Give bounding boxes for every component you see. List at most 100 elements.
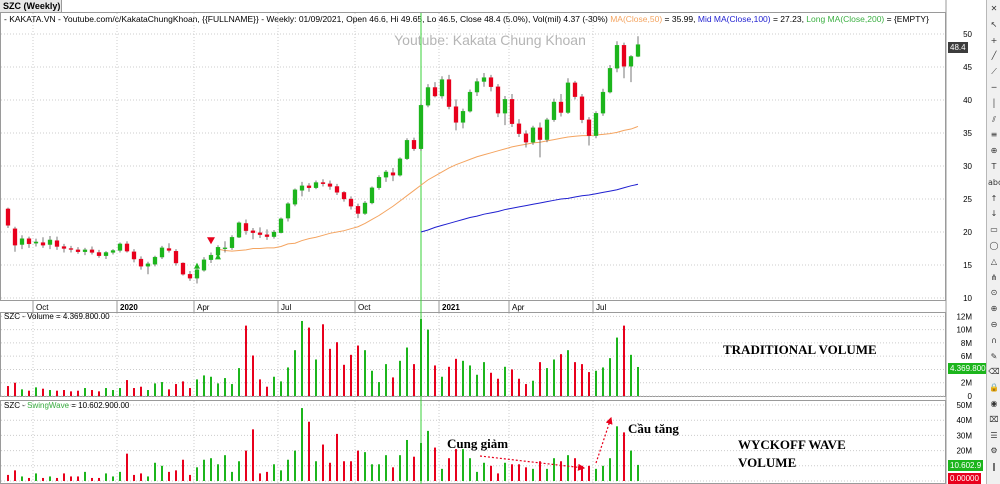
swing-wave-bar xyxy=(287,459,289,481)
volume-bar xyxy=(259,379,261,396)
candle-body xyxy=(509,99,515,124)
candle-body xyxy=(502,99,508,114)
volume-bar xyxy=(14,382,16,396)
volume-bar xyxy=(399,360,401,396)
rectangle-icon[interactable]: ▭ xyxy=(990,225,998,235)
wyckoff-wave-label-line1: WYCKOFF WAVE xyxy=(738,437,846,452)
crosshair-icon[interactable]: + xyxy=(990,35,998,45)
swing-wave-bar xyxy=(616,426,618,481)
close-icon[interactable]: ✕ xyxy=(990,4,998,13)
candle-body xyxy=(334,186,340,193)
wave-tick-label: 50M xyxy=(956,401,972,410)
swing-wave-bar xyxy=(280,470,282,481)
swing-wave-bar xyxy=(56,477,58,481)
volume-bar xyxy=(553,359,555,396)
swing-wave-bar xyxy=(539,461,541,481)
ellipse-icon[interactable]: ◯ xyxy=(989,241,999,250)
swing-wave-bar xyxy=(203,459,205,481)
volume-tick-label: 10M xyxy=(956,326,972,335)
text-icon[interactable]: T xyxy=(991,162,997,171)
candle-body xyxy=(250,230,256,233)
volume-bar xyxy=(273,376,275,396)
triangle-icon[interactable]: △ xyxy=(990,256,998,266)
swing-wave-bar xyxy=(294,450,296,481)
volume-bar xyxy=(581,364,583,396)
candle-body xyxy=(299,185,305,191)
time-tick-label: 2021 xyxy=(442,303,460,312)
volume-bar xyxy=(168,389,170,396)
candle-body xyxy=(208,254,214,260)
swing-wave-bar xyxy=(77,476,79,481)
swing-wave-bar xyxy=(126,453,128,481)
wave-tick-label: 20M xyxy=(956,447,972,456)
settings-icon[interactable]: ⚙ xyxy=(990,446,998,456)
candle-body xyxy=(453,106,459,123)
abc-icon[interactable]: abc xyxy=(988,177,1000,187)
swing-wave-bar xyxy=(553,458,555,481)
volume-panel-title: SZC - Volume = 4.369.800.00 xyxy=(4,312,110,321)
hline-icon[interactable]: ─ xyxy=(991,83,997,92)
wave-panel-title: SZC - SwingWave = 10.602.900.00 xyxy=(4,401,130,410)
demand-arrow xyxy=(595,416,613,464)
zoom-out-icon[interactable]: ⊖ xyxy=(990,320,998,329)
swing-wave-bar xyxy=(378,464,380,481)
trash-icon[interactable]: ⌧ xyxy=(989,414,999,424)
volume-bar xyxy=(294,350,296,396)
volume-bar xyxy=(147,390,149,396)
swing-wave-bar xyxy=(546,468,548,481)
layers-icon[interactable]: ☰ xyxy=(990,430,998,440)
candle-body xyxy=(257,232,263,235)
candle-body xyxy=(628,56,634,67)
channel-icon[interactable]: ⫽ xyxy=(992,114,996,124)
swing-wave-bar xyxy=(63,473,65,481)
candle-body xyxy=(96,252,102,256)
cycle-icon[interactable]: ⊙ xyxy=(990,288,998,298)
eraser-icon[interactable]: ⌫ xyxy=(988,367,1000,377)
volume-bar xyxy=(329,348,331,396)
vline-icon[interactable]: │ xyxy=(991,98,997,108)
candle-body xyxy=(537,127,543,140)
volume-bar xyxy=(511,369,513,396)
candle-body xyxy=(33,241,39,244)
swing-wave-bar xyxy=(574,458,576,481)
magnet-icon[interactable]: ∩ xyxy=(991,335,997,345)
pencil-icon[interactable]: ✎ xyxy=(990,351,998,361)
arrow-up-icon[interactable]: ↑ xyxy=(990,193,998,203)
zoom-in-icon[interactable]: ⊕ xyxy=(990,304,998,314)
line-icon[interactable]: ╱ xyxy=(991,51,997,61)
volume-bar xyxy=(476,374,478,396)
gann-icon[interactable]: ⊕ xyxy=(990,146,998,156)
arrow-down-icon[interactable]: ↓ xyxy=(990,209,998,219)
candle-body xyxy=(194,269,200,279)
candle-body xyxy=(110,250,116,253)
candle-body xyxy=(341,192,347,200)
candle-body xyxy=(82,249,88,252)
swing-wave-bar xyxy=(497,473,499,481)
ray-icon[interactable]: ⟋ xyxy=(991,67,997,77)
swing-wave-bar xyxy=(581,465,583,481)
fib-icon[interactable]: ≡ xyxy=(990,130,998,140)
candle-body xyxy=(327,183,333,187)
volume-tick-label: 12M xyxy=(956,312,972,321)
swing-wave-bar xyxy=(455,449,457,481)
swing-wave-bar xyxy=(322,444,324,481)
eye-icon[interactable]: ◉ xyxy=(990,399,998,408)
volume-bar xyxy=(427,329,429,396)
cursor-icon[interactable]: ↖ xyxy=(990,19,998,29)
candle-body xyxy=(229,237,235,248)
candle-body xyxy=(565,82,571,113)
pause-icon[interactable]: ‖ xyxy=(992,462,996,472)
volume-bar xyxy=(406,347,408,396)
candle-body xyxy=(236,222,242,238)
price-tick-label: 25 xyxy=(963,195,972,204)
lock-icon[interactable]: 🔒 xyxy=(989,383,999,393)
swing-wave-bar xyxy=(210,458,212,481)
candle-body xyxy=(222,247,228,249)
price-tick-label: 30 xyxy=(963,162,972,171)
volume-bar xyxy=(490,372,492,396)
volume-bar xyxy=(189,388,191,396)
candle-body xyxy=(306,185,312,188)
watermark: Youtube: Kakata Chung Khoan xyxy=(394,32,586,48)
pitchfork-icon[interactable]: ⋔ xyxy=(990,272,998,282)
